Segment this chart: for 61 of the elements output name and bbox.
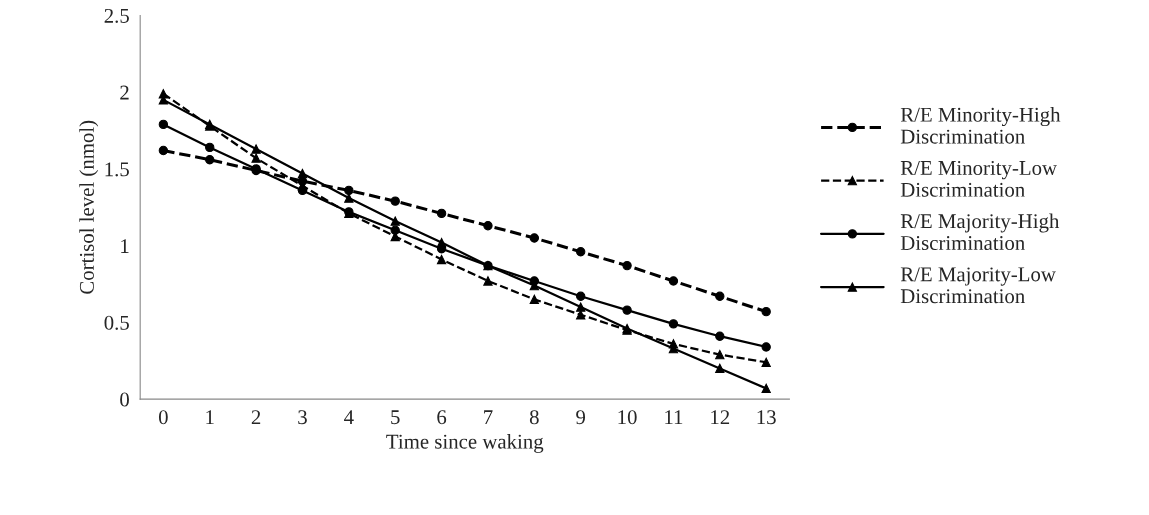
point xyxy=(576,302,586,312)
point xyxy=(158,119,169,130)
point xyxy=(436,208,447,219)
point xyxy=(761,357,771,367)
point xyxy=(436,237,447,248)
point xyxy=(205,142,215,153)
y-tick-label: 0.5 xyxy=(104,315,129,330)
point xyxy=(761,306,771,317)
x-tick-label: 9 xyxy=(576,410,586,425)
point xyxy=(668,319,679,329)
point xyxy=(158,145,169,156)
point xyxy=(715,331,725,341)
y-tick-label: 1 xyxy=(121,239,129,253)
point xyxy=(761,342,771,352)
point xyxy=(715,291,725,301)
point xyxy=(251,153,261,163)
point xyxy=(251,144,261,154)
x-tick-label: 2 xyxy=(251,410,261,424)
legend-label: R/E Majority-Low Discrimination xyxy=(900,267,1056,304)
point xyxy=(344,193,354,203)
point xyxy=(390,225,400,235)
point xyxy=(529,294,540,305)
point xyxy=(576,291,586,301)
y-tick-label: 2 xyxy=(120,85,129,100)
point xyxy=(297,168,308,179)
legend-label: R/E Minority-Low Discrimination xyxy=(900,160,1057,197)
x-tick-label: 3 xyxy=(298,410,307,425)
x-tick-label: 5 xyxy=(391,410,400,425)
legend-label: R/E Minority-High Discrimination xyxy=(900,107,1061,144)
legend-label: R/E Majority-High Discrimination xyxy=(900,213,1060,251)
point xyxy=(715,349,725,360)
y-tick-label: 1.5 xyxy=(105,162,129,177)
x-tick-label: 11 xyxy=(665,410,683,424)
y-tick-label: 2.5 xyxy=(104,8,129,23)
point xyxy=(483,276,493,286)
x-tick-label: 1 xyxy=(206,410,214,424)
point xyxy=(622,260,632,271)
point xyxy=(715,363,725,374)
y-axis-title: Cortisol level (nmol) xyxy=(79,120,99,294)
x-tick-label: 4 xyxy=(344,410,354,424)
x-tick-label: 12 xyxy=(711,410,730,424)
x-tick-label: 13 xyxy=(757,410,776,425)
x-tick-label: 6 xyxy=(437,410,447,425)
x-tick-label: 8 xyxy=(529,410,539,425)
point xyxy=(390,196,400,206)
point xyxy=(483,221,493,231)
x-tick-label: 10 xyxy=(618,410,637,425)
x-axis-title: Time since waking xyxy=(386,433,544,453)
point xyxy=(761,383,771,394)
point xyxy=(344,185,354,196)
point xyxy=(622,305,632,315)
point xyxy=(529,233,540,243)
x-tick-label: 0 xyxy=(158,410,168,425)
point xyxy=(205,155,215,165)
point xyxy=(297,185,308,196)
point xyxy=(436,254,447,265)
point xyxy=(390,216,400,226)
point xyxy=(576,247,586,257)
x-tick-label: 7 xyxy=(484,410,493,424)
point xyxy=(668,276,679,286)
y-tick-label: 0 xyxy=(120,392,129,407)
